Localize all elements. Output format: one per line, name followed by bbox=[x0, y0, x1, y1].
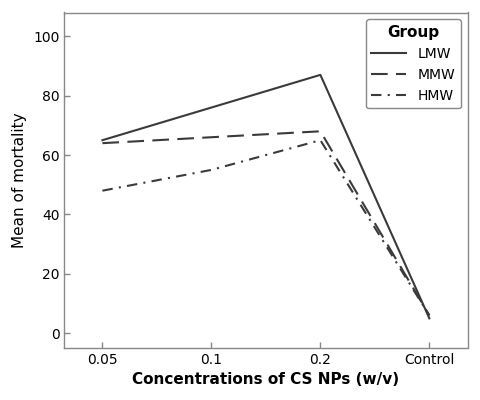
Line: MMW: MMW bbox=[102, 131, 429, 316]
LMW bbox=[426, 316, 432, 321]
MMW bbox=[317, 129, 323, 134]
HMW bbox=[99, 188, 105, 193]
LMW bbox=[317, 72, 323, 77]
Legend: LMW, MMW, HMW: LMW, MMW, HMW bbox=[366, 20, 460, 108]
Y-axis label: Mean of mortality: Mean of mortality bbox=[12, 112, 27, 248]
MMW bbox=[208, 135, 214, 140]
MMW bbox=[426, 313, 432, 318]
LMW bbox=[208, 105, 214, 110]
HMW bbox=[317, 138, 323, 142]
Line: HMW: HMW bbox=[102, 140, 429, 316]
HMW bbox=[208, 168, 214, 172]
MMW bbox=[99, 141, 105, 146]
LMW bbox=[99, 138, 105, 142]
Line: LMW: LMW bbox=[102, 75, 429, 318]
HMW bbox=[426, 313, 432, 318]
X-axis label: Concentrations of CS NPs (w/v): Concentrations of CS NPs (w/v) bbox=[132, 372, 399, 388]
